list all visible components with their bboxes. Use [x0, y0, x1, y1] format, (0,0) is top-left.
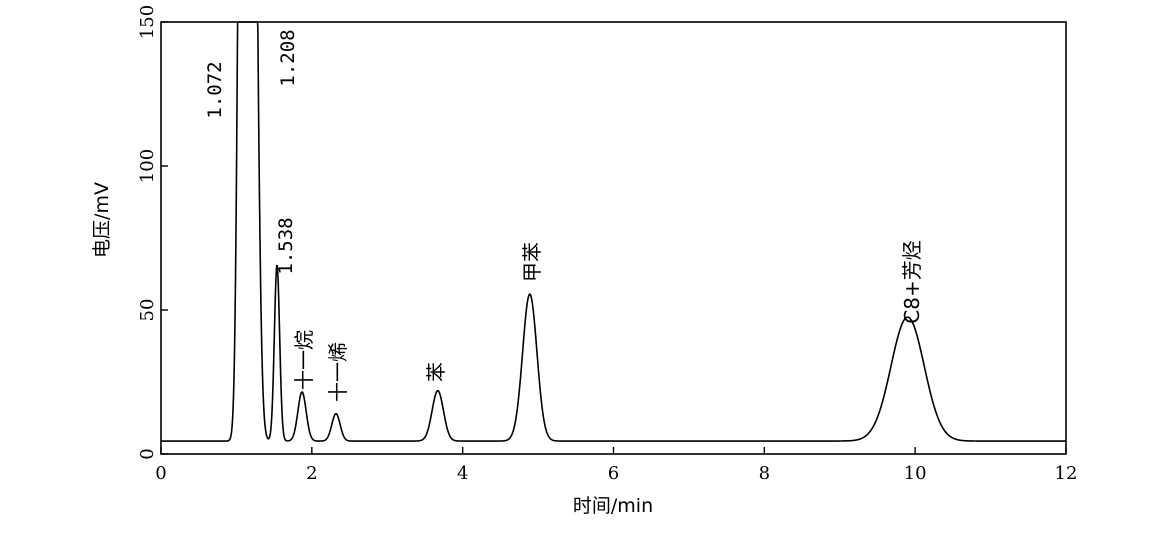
x-axis-title: 时间/min — [573, 495, 653, 517]
peak-label-undecene: 十一烯 — [326, 342, 350, 402]
x-tick-label: 12 — [1055, 463, 1078, 484]
chromatogram-trace — [161, 21, 1066, 442]
y-tick-label: 100 — [137, 149, 158, 183]
x-tick-label: 4 — [457, 463, 468, 484]
peak-label-1-208: 1.208 — [277, 29, 299, 86]
x-tick-label: 8 — [759, 463, 770, 484]
peak-label-undecane: 十一烷 — [292, 330, 316, 390]
peak-label-benzene: 苯 — [424, 362, 448, 382]
x-tick-label: 2 — [306, 463, 317, 484]
x-tick-label: 6 — [608, 463, 619, 484]
y-tick-label: 150 — [137, 5, 158, 39]
x-tick-label: 0 — [155, 463, 166, 484]
y-tick-label: 50 — [137, 299, 158, 322]
axis-ticks — [160, 21, 1067, 455]
axis-tick-labels: 0 2 4 6 8 10 12 0 50 100 150 — [137, 5, 1077, 484]
y-axis-title: 电压/mV — [91, 182, 113, 258]
peak-label-1-538: 1.538 — [275, 217, 297, 274]
peak-label-c8-aromatics: C8+芳烃 — [900, 240, 924, 323]
peak-label-toluene: 甲苯 — [520, 242, 544, 282]
x-tick-label: 10 — [904, 463, 927, 484]
peak-label-1-072: 1.072 — [204, 61, 226, 118]
y-tick-label: 0 — [137, 448, 158, 459]
